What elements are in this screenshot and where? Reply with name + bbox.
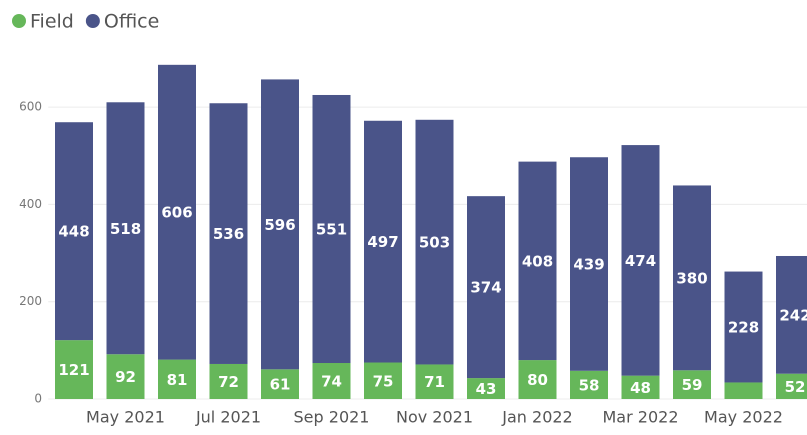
bar-segment (621, 375, 660, 399)
x-tick-label: Jan 2022 (501, 408, 572, 427)
data-label: 48 (630, 379, 651, 397)
data-label: 228 (728, 319, 759, 337)
bar-segment (518, 360, 557, 399)
legend-swatch (85, 14, 100, 28)
bar-segment (776, 373, 807, 399)
data-label: 439 (573, 256, 604, 274)
data-label: 536 (213, 225, 244, 243)
bar-segment (673, 185, 711, 371)
bar-segment (364, 362, 402, 399)
bar-segment (570, 370, 608, 399)
data-label: 71 (424, 373, 445, 391)
data-label: 596 (264, 216, 295, 234)
data-label: 74 (321, 373, 342, 391)
bar-segment (415, 119, 454, 365)
y-tick-label: 600 (19, 100, 42, 114)
y-tick-label: 200 (19, 294, 42, 308)
bar-segment (55, 340, 93, 399)
bar-segment (776, 255, 807, 374)
x-tick-label: May 2021 (86, 408, 165, 427)
data-label: 43 (476, 380, 497, 398)
bar-segment (209, 363, 248, 399)
bar-segment (467, 378, 505, 399)
data-label: 92 (115, 368, 136, 386)
data-label: 72 (218, 373, 239, 391)
legend-swatch (12, 14, 26, 28)
x-tick-label: Sep 2021 (294, 408, 370, 427)
data-label: 380 (676, 269, 707, 287)
bar-segment (209, 103, 248, 364)
bar-segment (467, 196, 505, 379)
data-label: 58 (579, 376, 600, 394)
data-label: 408 (522, 252, 553, 270)
bar-segment (724, 382, 763, 399)
bar-segment (158, 359, 196, 399)
data-label: 503 (419, 234, 450, 252)
legend-label: Office (104, 11, 159, 33)
data-label: 75 (373, 372, 394, 390)
bar-segment (364, 120, 402, 363)
bar-segment (312, 94, 351, 364)
data-label: 52 (785, 378, 806, 396)
x-tick-label: Mar 2022 (603, 408, 679, 427)
data-label: 80 (527, 371, 548, 389)
bar-segment (621, 145, 660, 376)
data-label: 242 (779, 306, 807, 324)
bar-segment (261, 369, 299, 399)
x-tick-label: May 2022 (704, 408, 783, 427)
bar-segment (106, 102, 145, 355)
bar-segment (570, 157, 608, 371)
data-label: 474 (625, 252, 656, 270)
data-label: 374 (470, 279, 501, 297)
bar-segment (158, 64, 196, 360)
bar-segment (261, 79, 299, 370)
x-tick-label: Jul 2021 (195, 408, 261, 427)
y-tick-label: 0 (34, 392, 42, 406)
data-label: 551 (316, 220, 347, 238)
x-tick-label: Nov 2021 (396, 408, 473, 427)
bar-segment (312, 363, 351, 399)
data-label: 121 (58, 361, 89, 379)
data-label: 497 (367, 233, 398, 251)
bar-segment (55, 122, 93, 341)
data-label: 606 (161, 204, 192, 222)
data-label: 59 (682, 376, 703, 394)
data-label: 81 (167, 371, 188, 389)
data-label: 61 (270, 376, 291, 394)
data-label: 448 (58, 223, 89, 241)
bar-segment (415, 364, 454, 399)
bar-segment (106, 354, 145, 399)
bar-segment (724, 271, 763, 383)
data-label: 518 (110, 220, 141, 238)
bar-segment (518, 161, 557, 361)
bar-segment (673, 370, 711, 399)
y-tick-label: 400 (19, 197, 42, 211)
legend-label: Field (30, 11, 74, 33)
